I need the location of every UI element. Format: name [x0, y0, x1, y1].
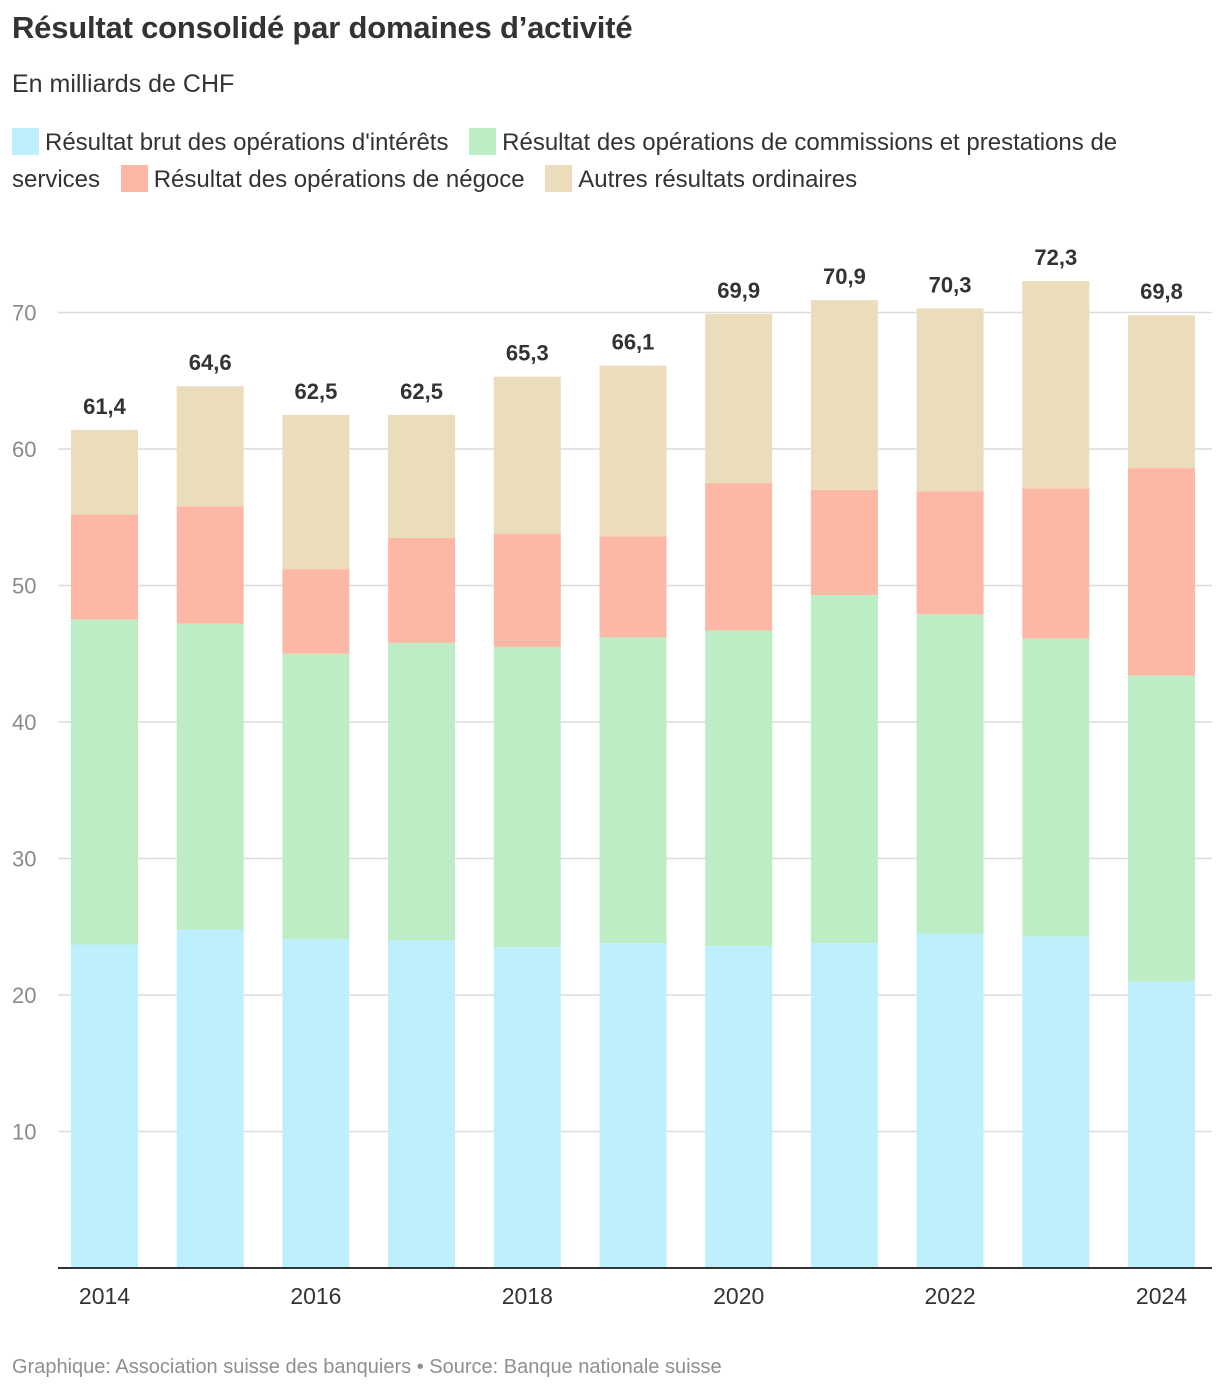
- bar-segment: [916, 933, 984, 1268]
- bar-segment: [1128, 675, 1195, 982]
- bar-segment: [1128, 315, 1195, 469]
- bar-total-label: 65,3: [506, 341, 549, 366]
- bar-segment: [705, 630, 773, 946]
- bar-segment: [71, 429, 138, 515]
- bar-total-label: 62,5: [400, 379, 443, 404]
- bar-segment: [1128, 468, 1195, 676]
- legend-item-commissions: Résultat des opérations de commissions e…: [12, 128, 1118, 193]
- bar-segment: [916, 491, 984, 615]
- y-tick-label: 40: [12, 710, 36, 735]
- chart-subtitle: En milliards de CHF: [12, 70, 235, 98]
- bar-segment: [1022, 936, 1090, 1268]
- bar-segment: [176, 506, 244, 624]
- bar-segment: [916, 308, 984, 492]
- bar-segment: [71, 514, 138, 620]
- bar-segment: [810, 300, 878, 490]
- x-tick-label: 2014: [79, 1283, 130, 1309]
- legend-label-interets: Résultat brut des opérations d'intérêts: [45, 129, 449, 156]
- bar-segment: [493, 646, 561, 948]
- bar-segment: [493, 376, 561, 534]
- legend-item-negoce: Résultat des opérations de négoce: [120, 165, 525, 193]
- bar-segment: [599, 365, 667, 537]
- bar-segment: [282, 939, 350, 1268]
- chart-title: Résultat consolidé par domaines d’activi…: [12, 10, 633, 45]
- bar-segment: [388, 940, 456, 1268]
- bar-segment: [599, 536, 667, 638]
- y-tick-label: 50: [12, 574, 36, 599]
- x-tick-label: 2018: [502, 1283, 553, 1309]
- bar-segment: [916, 614, 984, 934]
- x-tick-label: 2016: [290, 1283, 341, 1309]
- bar-segment: [599, 637, 667, 944]
- y-tick-label: 70: [12, 301, 36, 326]
- bar-segment: [176, 386, 244, 507]
- bar-segment: [71, 619, 138, 945]
- y-tick-label: 20: [12, 983, 36, 1008]
- bar-segment: [599, 943, 667, 1268]
- bar-segment: [810, 943, 878, 1268]
- bar-total-label: 69,8: [1140, 279, 1183, 304]
- bar-segment: [705, 483, 773, 631]
- bar-total-label: 61,4: [83, 394, 127, 419]
- legend-swatch-autres: [545, 165, 573, 192]
- legend-label-negoce: Résultat des opérations de négoce: [153, 166, 525, 193]
- bar-segment: [493, 947, 561, 1268]
- bar-total-label: 72,3: [1034, 245, 1077, 270]
- x-tick-label: 2024: [1136, 1283, 1187, 1309]
- legend-swatch-interets: [12, 128, 39, 155]
- bar-segment: [282, 569, 350, 654]
- x-tick-label: 2022: [925, 1283, 976, 1309]
- y-tick-label: 10: [12, 1120, 36, 1145]
- bar-segment: [1022, 281, 1090, 489]
- bar-segment: [810, 595, 878, 944]
- bar-segment: [1022, 488, 1090, 639]
- bar-segment: [282, 414, 350, 570]
- legend-item-interets: Résultat brut des opérations d'intérêts: [12, 128, 449, 156]
- bar-total-label: 70,3: [929, 272, 972, 297]
- legend-swatch-commissions: [469, 128, 497, 155]
- bar-segment: [810, 489, 878, 596]
- bar-total-label: 70,9: [823, 264, 866, 289]
- bar-segment: [493, 533, 561, 647]
- y-tick-label: 30: [12, 847, 36, 872]
- bar-segment: [388, 414, 456, 538]
- bar-segment: [282, 653, 350, 940]
- bar-segment: [1022, 638, 1090, 937]
- legend: Résultat brut des opérations d'intérêts …: [12, 124, 1212, 198]
- bar-total-label: 62,5: [294, 379, 337, 404]
- legend-swatch-negoce: [120, 165, 148, 192]
- bar-segment: [705, 945, 773, 1268]
- bar-total-label: 69,9: [717, 278, 760, 303]
- bar-segment: [705, 313, 773, 484]
- legend-label-commissions: Résultat des opérations de commissions e…: [12, 129, 1118, 193]
- y-tick-label: 60: [12, 437, 36, 462]
- x-tick-label: 2020: [713, 1283, 764, 1309]
- bar-segment: [176, 929, 244, 1268]
- legend-item-autres: Autres résultats ordinaires: [545, 165, 858, 193]
- bar-total-label: 66,1: [612, 330, 655, 355]
- chart-footer: Graphique: Association suisse des banqui…: [12, 1356, 722, 1378]
- bar-segment: [388, 537, 456, 643]
- bar-segment: [388, 642, 456, 941]
- bar-segment: [71, 944, 138, 1268]
- bar-segment: [1128, 981, 1195, 1268]
- bar-total-label: 64,6: [189, 350, 232, 375]
- legend-label-autres: Autres résultats ordinaires: [578, 166, 858, 193]
- bar-segment: [176, 623, 244, 930]
